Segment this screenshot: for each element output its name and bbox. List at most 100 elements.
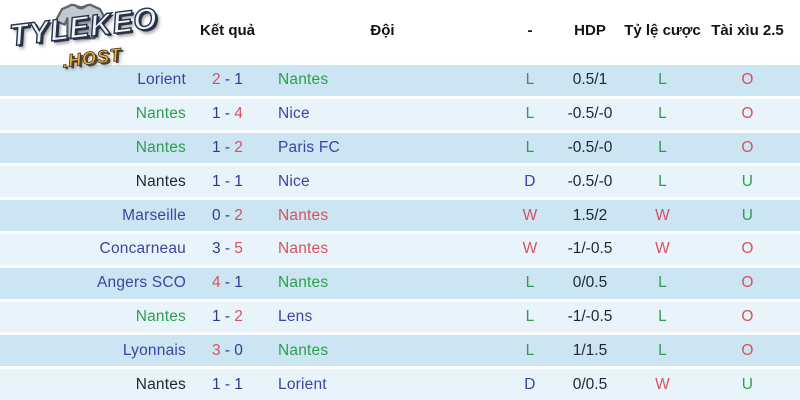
header-hdp: HDP: [574, 21, 606, 39]
odds-result-letter: L: [658, 71, 667, 89]
score-separator: -: [224, 71, 231, 89]
site-logo[interactable]: TYLEKEO .HOST: [6, 0, 166, 72]
hdp-value: 0.5/1: [572, 71, 608, 89]
over-under-cell: U: [705, 173, 790, 191]
home-team-cell: Lorient: [0, 71, 190, 89]
match-result-letter: L: [525, 71, 535, 89]
match-result-letter: L: [525, 307, 535, 325]
odds-result-letter: L: [658, 172, 667, 190]
table-row: Nantes 1-2 Paris FC L -0.5/-0 L O: [0, 129, 800, 164]
odds-result-cell: L: [620, 71, 705, 89]
score-separator: -: [224, 206, 231, 224]
match-result-letter: W: [522, 206, 538, 224]
home-team-cell: Nantes: [0, 139, 190, 157]
odds-result-letter: L: [658, 307, 667, 325]
match-result-cell: L: [500, 105, 560, 123]
over-under-cell: O: [705, 240, 790, 258]
home-team-name: Nantes: [135, 172, 186, 190]
away-team-cell: Nantes: [265, 240, 500, 258]
score-separator: -: [224, 307, 231, 325]
away-team-name: Nantes: [278, 71, 329, 89]
over-under-letter: U: [741, 206, 754, 224]
over-under-cell: U: [705, 376, 790, 394]
over-under-letter: U: [741, 375, 754, 393]
over-under-cell: U: [705, 207, 790, 225]
hdp-value: -1/-0.5: [567, 240, 613, 258]
odds-result-cell: W: [620, 207, 705, 225]
header-result: Kết quả: [199, 21, 255, 39]
match-score-cell: 0-2: [190, 207, 265, 225]
over-under-cell: O: [705, 274, 790, 292]
table-row: Lorient 2-1 Nantes L 0.5/1 L O: [0, 62, 800, 96]
away-team-cell: Nice: [265, 173, 500, 191]
home-score: 3: [211, 341, 221, 359]
home-score: 1: [211, 138, 221, 156]
over-under-letter: O: [741, 307, 754, 325]
odds-result-letter: L: [658, 105, 667, 123]
hdp-value: -0.5/-0: [567, 138, 613, 156]
logo-suffix: .HOST: [60, 44, 124, 72]
hdp-value: 1.5/2: [572, 206, 608, 224]
away-team-name: Nice: [278, 105, 310, 123]
odds-result-cell: L: [620, 342, 705, 360]
score-separator: -: [224, 274, 231, 292]
match-score-cell: 1-2: [190, 139, 265, 157]
home-team-name: Nantes: [135, 105, 186, 123]
hdp-cell: 0/0.5: [560, 274, 620, 292]
match-score-cell: 1-1: [190, 173, 265, 191]
hdp-cell: 1.5/2: [560, 207, 620, 225]
home-team-cell: Nantes: [0, 173, 190, 191]
match-result-letter: W: [522, 240, 538, 258]
away-team-name: Lorient: [278, 375, 327, 393]
home-team-name: Marseille: [122, 206, 186, 224]
over-under-letter: O: [741, 138, 754, 156]
match-result-letter: L: [525, 138, 535, 156]
header-over-under: Tài xìu 2.5: [711, 21, 784, 39]
match-result-cell: D: [500, 376, 560, 394]
home-team-name: Lorient: [137, 71, 186, 89]
hdp-value: 0/0.5: [572, 274, 608, 292]
table-row: Lyonnais 3-0 Nantes L 1/1.5 L O: [0, 332, 800, 367]
jersey-icon: [54, 3, 108, 40]
over-under-cell: O: [705, 139, 790, 157]
away-team-cell: Nantes: [265, 71, 500, 89]
home-score: 0: [211, 206, 221, 224]
table-row: Nantes 1-4 Nice L -0.5/-0 L O: [0, 95, 800, 130]
match-result-cell: L: [500, 308, 560, 326]
away-score: 1: [234, 274, 244, 292]
odds-result-letter: W: [655, 206, 670, 224]
away-team-cell: Nantes: [265, 342, 500, 360]
hdp-value: -0.5/-0: [567, 172, 613, 190]
match-result-cell: L: [500, 139, 560, 157]
hdp-cell: -0.5/-0: [560, 139, 620, 157]
hdp-cell: 1/1.5: [560, 342, 620, 360]
odds-result-letter: W: [655, 375, 670, 393]
over-under-letter: O: [741, 71, 754, 89]
match-result-letter: L: [525, 341, 535, 359]
over-under-cell: O: [705, 105, 790, 123]
match-score-cell: 1-2: [190, 308, 265, 326]
match-score-cell: 3-0: [190, 342, 265, 360]
score-separator: -: [224, 240, 231, 258]
home-team-name: Nantes: [135, 138, 186, 156]
match-result-cell: L: [500, 71, 560, 89]
home-team-cell: Lyonnais: [0, 342, 190, 360]
table-header-row: Kết quả Đội - HDP Tỷ lệ cược Tài xìu 2.5: [0, 0, 800, 62]
odds-result-cell: L: [620, 139, 705, 157]
away-score: 0: [234, 341, 244, 359]
home-score: 4: [211, 274, 221, 292]
over-under-letter: O: [741, 105, 754, 123]
hdp-cell: -1/-0.5: [560, 308, 620, 326]
odds-result-cell: L: [620, 173, 705, 191]
odds-result-cell: L: [620, 308, 705, 326]
away-score: 2: [234, 206, 244, 224]
match-score-cell: 2-1: [190, 71, 265, 89]
home-score: 1: [211, 375, 221, 393]
hdp-cell: 0/0.5: [560, 376, 620, 394]
over-under-letter: O: [741, 274, 754, 292]
score-separator: -: [224, 375, 231, 393]
match-result-letter: D: [524, 375, 536, 393]
home-team-cell: Angers SCO: [0, 274, 190, 292]
hdp-cell: 0.5/1: [560, 71, 620, 89]
over-under-letter: O: [741, 341, 754, 359]
